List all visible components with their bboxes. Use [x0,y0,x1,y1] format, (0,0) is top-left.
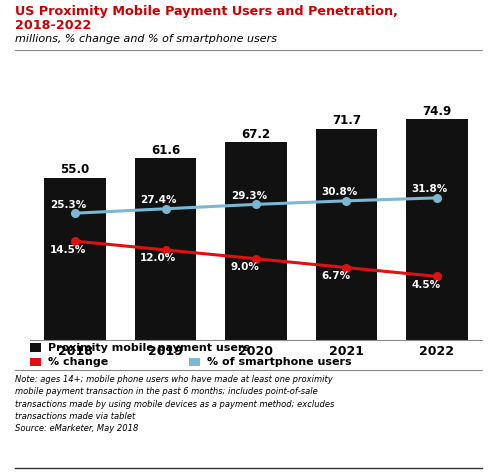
Text: millions, % change and % of smartphone users: millions, % change and % of smartphone u… [15,34,277,44]
Bar [225,142,287,340]
Text: Note: ages 14+; mobile phone users who have made at least one proximity
mobile p: Note: ages 14+; mobile phone users who h… [15,375,334,433]
Text: 25.3%: 25.3% [50,200,86,209]
Text: 61.6: 61.6 [151,144,180,157]
Text: 74.9: 74.9 [422,105,451,118]
Text: 12.0%: 12.0% [140,254,176,264]
Text: 6.7%: 6.7% [321,271,350,281]
Text: 9.0%: 9.0% [231,262,259,272]
Text: % of smartphone users: % of smartphone users [207,357,352,367]
Text: 67.2: 67.2 [242,128,270,141]
Text: % change: % change [48,357,108,367]
Text: 30.8%: 30.8% [321,187,357,197]
Text: 14.5%: 14.5% [50,245,86,255]
Bar [44,178,106,340]
Bar [406,119,468,340]
Text: US Proximity Mobile Payment Users and Penetration,: US Proximity Mobile Payment Users and Pe… [15,5,398,18]
Bar [135,159,196,340]
Text: 31.8%: 31.8% [412,184,448,194]
Text: Proximity mobile payment users: Proximity mobile payment users [48,342,250,353]
Text: 71.7: 71.7 [332,114,361,127]
Bar [316,129,377,340]
Text: 29.3%: 29.3% [231,191,267,201]
Text: 55.0: 55.0 [61,163,89,176]
Text: 27.4%: 27.4% [140,195,176,205]
Text: 4.5%: 4.5% [412,280,441,290]
Text: 2018-2022: 2018-2022 [15,19,91,32]
